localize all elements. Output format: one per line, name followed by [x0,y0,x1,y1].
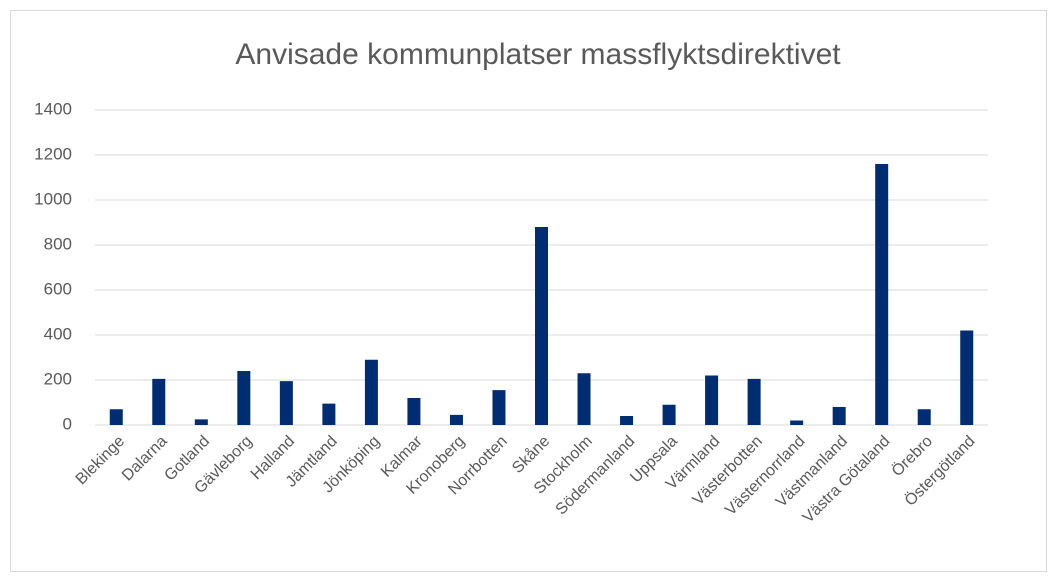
bar [875,164,889,425]
bar [364,359,378,425]
y-tick-label: 400 [44,324,72,343]
bar [322,403,336,425]
bar [194,419,208,425]
bar [237,371,251,425]
bar [492,390,506,425]
y-tick-label: 1000 [34,189,72,208]
y-tick-label: 0 [63,414,72,433]
y-tick-label: 1400 [34,99,72,118]
bar [535,227,548,425]
bar [662,404,676,425]
y-tick-label: 200 [44,369,72,388]
y-tick-label: 800 [44,234,72,253]
chart-border [10,10,1047,572]
bar [960,330,974,425]
bar [577,373,591,425]
bar [620,416,634,425]
chart-title: Anvisade kommunplatser massflyktsdirekti… [235,38,841,71]
y-tick-label: 1200 [34,144,72,163]
bar [747,378,761,425]
bar [832,407,846,425]
bar [705,375,719,425]
bar [917,409,931,425]
bar [449,414,463,425]
y-tick-label: 600 [44,279,72,298]
bar [152,378,166,425]
bar [109,409,123,425]
bar [407,398,421,425]
bar [279,381,293,425]
bar [790,420,804,425]
